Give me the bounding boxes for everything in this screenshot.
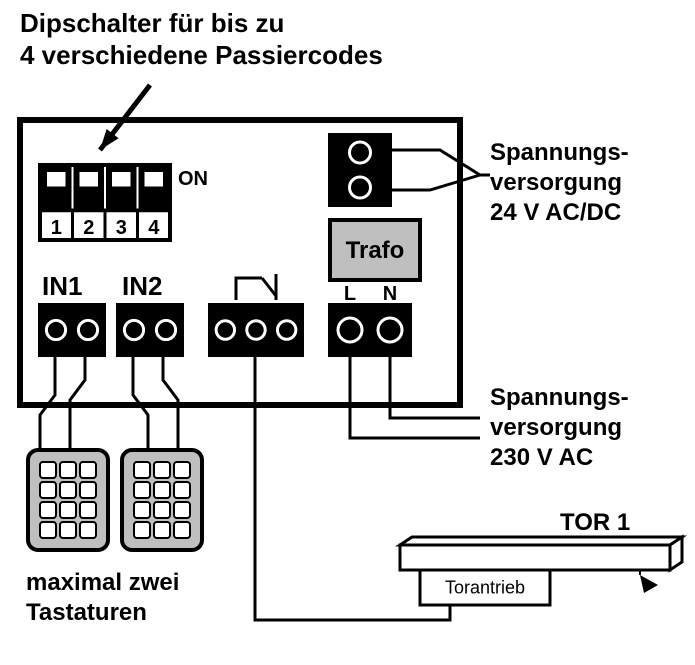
in2-block: [118, 305, 182, 355]
keypad-2-key-3-0: [134, 522, 150, 538]
tor-label: TOR 1: [560, 509, 630, 536]
keypad-1-key-3-1: [60, 522, 76, 538]
keypad-1-key-3-2: [80, 522, 96, 538]
tor-bar: [400, 545, 670, 570]
keypad-2-key-0-0: [134, 462, 150, 478]
keypad-2-key-3-2: [174, 522, 190, 538]
dip-switch-2: [79, 171, 100, 188]
pwr24-l2: versorgung: [490, 169, 622, 196]
keypad-1-key-0-0: [40, 462, 56, 478]
tor-bar-top: [400, 537, 682, 545]
dip-num-1: 1: [51, 217, 62, 239]
keypad-2-key-0-2: [174, 462, 190, 478]
ln-block: [330, 305, 410, 355]
keypad-1-key-3-0: [40, 522, 56, 538]
keypad-2-key-2-2: [174, 502, 190, 518]
pwr24-block: [330, 135, 390, 205]
in2-label: IN2: [122, 271, 162, 301]
keypad-2-key-2-0: [134, 502, 150, 518]
ln-label-L: L: [344, 283, 356, 305]
keypad-1-key-1-2: [80, 482, 96, 498]
keypad-2-key-2-1: [154, 502, 170, 518]
keypad-1-key-1-1: [60, 482, 76, 498]
pwr24-l3: 24 V AC/DC: [490, 199, 621, 226]
keypad-2-key-1-2: [174, 482, 190, 498]
keypad-2-key-1-1: [154, 482, 170, 498]
keypad-2-key-0-1: [154, 462, 170, 478]
keypad-2-key-1-0: [134, 482, 150, 498]
keypad-1-key-0-2: [80, 462, 96, 478]
dip-num-2: 2: [83, 217, 94, 239]
title-line2: 4 verschiedene Passiercodes: [20, 40, 383, 70]
in1-label: IN1: [42, 271, 82, 301]
dip-num-4: 4: [148, 217, 160, 239]
dip-on-label: ON: [178, 168, 208, 190]
kb-label-2: Tastaturen: [26, 599, 147, 626]
torantrieb-label: Torantrieb: [445, 578, 525, 598]
ln-label-N: N: [383, 283, 397, 305]
pwr230-l2: versorgung: [490, 414, 622, 441]
keypad-1-key-2-1: [60, 502, 76, 518]
keypad-1-key-2-2: [80, 502, 96, 518]
pwr230-l1: Spannungs-: [490, 384, 629, 411]
title-line1: Dipschalter für bis zu: [20, 8, 284, 38]
keypad-1-key-0-1: [60, 462, 76, 478]
keypad-1-key-2-0: [40, 502, 56, 518]
relay-block: [210, 305, 302, 355]
dip-switch-4: [144, 171, 165, 188]
pwr24-l1: Spannungs-: [490, 139, 629, 166]
keypad-1-key-1-0: [40, 482, 56, 498]
kb-label-1: maximal zwei: [26, 569, 179, 596]
dip-switch-1: [46, 171, 67, 188]
dip-switch-3: [111, 171, 132, 188]
trafo-label: Trafo: [346, 237, 405, 264]
keypad-2-key-3-1: [154, 522, 170, 538]
in1-block: [40, 305, 104, 355]
pwr230-l3: 230 V AC: [490, 444, 593, 471]
dip-num-3: 3: [116, 217, 127, 239]
